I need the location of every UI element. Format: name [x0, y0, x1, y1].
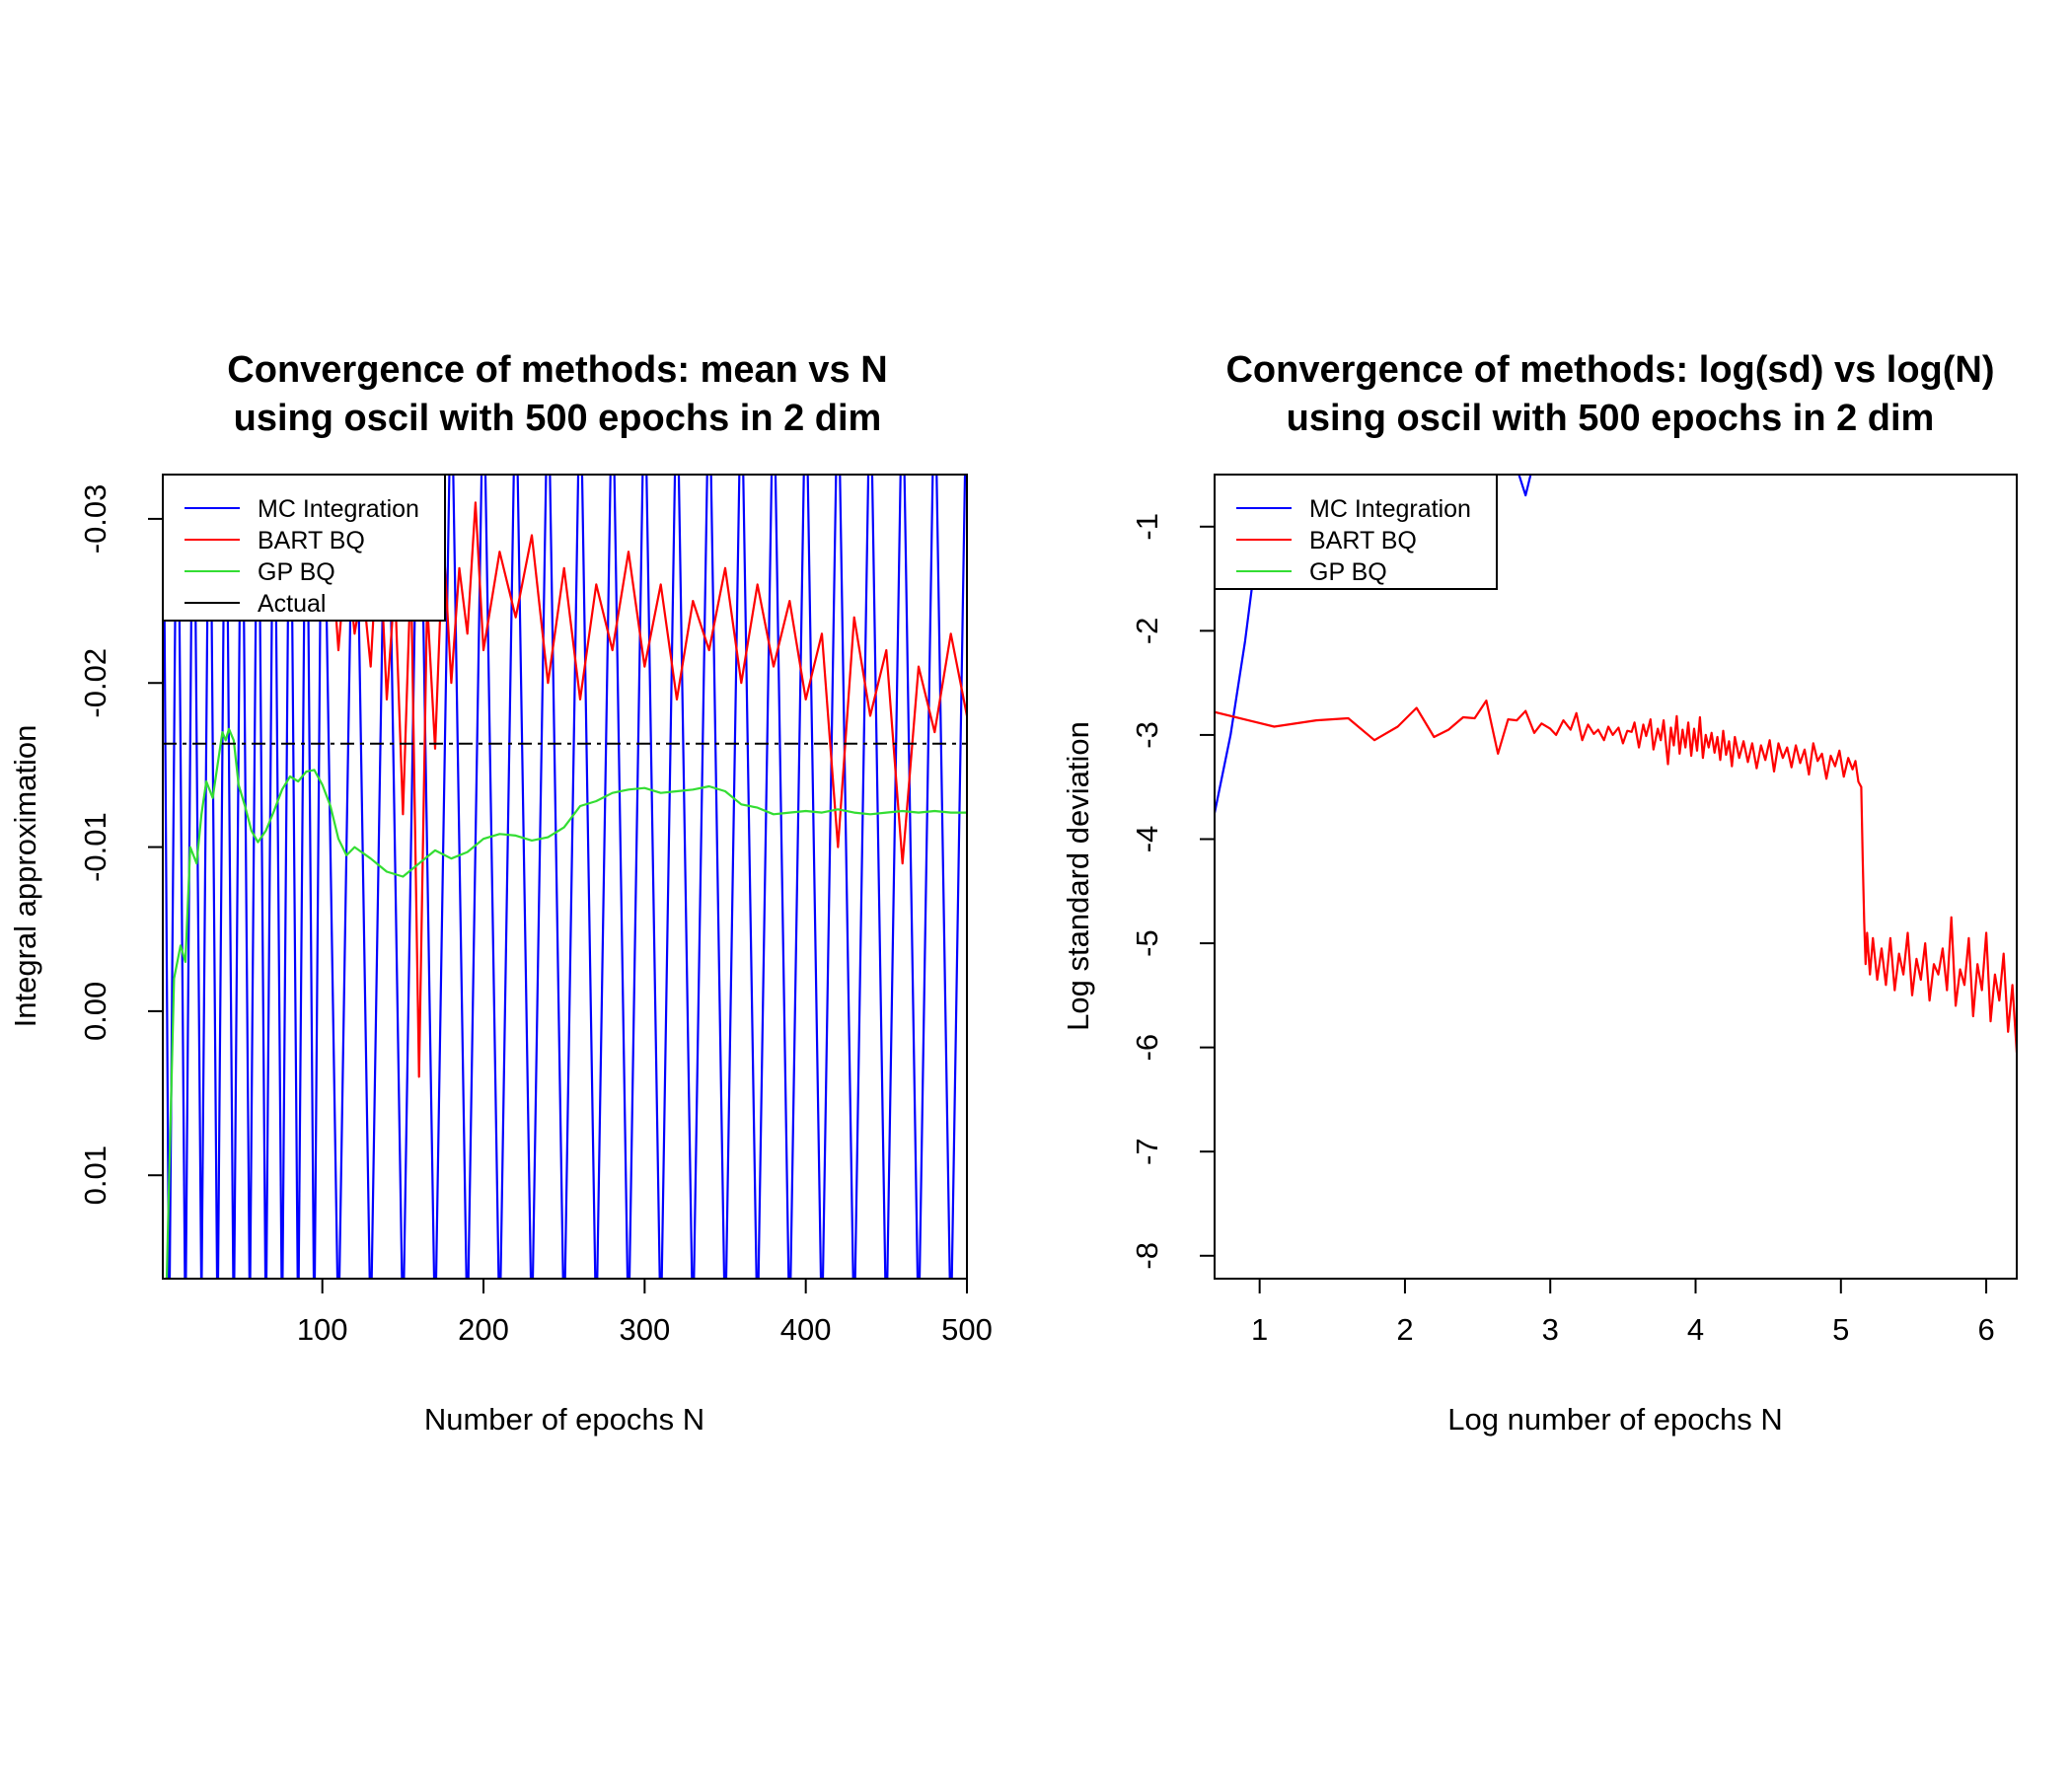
- panel1-x-tick-label: 200: [458, 1312, 509, 1347]
- panel1-y-tick-label: 0.00: [78, 982, 112, 1041]
- panel2-legend: MC Integration BART BQ GP BQ: [1214, 474, 1498, 590]
- panel2-y-tick-label: -1: [1130, 513, 1164, 541]
- panel2-x-tick-label: 2: [1396, 1312, 1413, 1347]
- panel2-title-line2: using oscil with 500 epochs in 2 dim: [1287, 398, 1935, 439]
- panel2-title-line1: Convergence of methods: log(sd) vs log(N…: [1225, 349, 1994, 391]
- panel1-x-tick-label: 300: [619, 1312, 670, 1347]
- panel2-x-tick-label: 4: [1687, 1312, 1704, 1347]
- panel1-legend-label-actual: Actual: [258, 590, 326, 618]
- panel2-legend-box: [1214, 474, 1498, 590]
- panel2-y-tick-label: -3: [1130, 721, 1164, 749]
- panel2-y-axis: -8 -7 -6 -5 -4 -3 -2 -1: [1130, 513, 1216, 1270]
- panel2-y-tick-label: -8: [1130, 1242, 1164, 1270]
- panel-mean-vs-n: Convergence of methods: mean vs N using …: [8, 349, 993, 1437]
- panel2-y-tick-label: -5: [1130, 929, 1164, 957]
- panel1-x-label: Number of epochs N: [424, 1402, 704, 1437]
- panel1-y-tick-label: -0.03: [78, 484, 112, 554]
- panel2-series-bart-bq: [1215, 699, 2017, 1053]
- panel1-x-tick-label: 100: [297, 1312, 348, 1347]
- panel2-y-label: Log standard deviation: [1061, 721, 1095, 1031]
- panel2-series: [1215, 475, 2017, 1053]
- panel1-legend: MC Integration BART BQ GP BQ Actual: [162, 474, 446, 622]
- panel1-x-tick-label: 400: [780, 1312, 832, 1347]
- panel2-x-tick-label: 3: [1542, 1312, 1559, 1347]
- panel2-legend-label-bart-bq: BART BQ: [1309, 527, 1417, 554]
- panel2-x-tick-label: 1: [1251, 1312, 1268, 1347]
- panel1-legend-label-mc-integration: MC Integration: [258, 495, 419, 523]
- panel1-legend-label-bart-bq: BART BQ: [258, 527, 365, 554]
- panel2-legend-label-mc-integration: MC Integration: [1309, 495, 1471, 523]
- panel1-x-axis: 100 200 300 400 500: [297, 1278, 993, 1347]
- panel1-legend-box: [162, 474, 446, 622]
- panel1-y-tick-label: -0.01: [78, 812, 112, 882]
- panel2-y-tick-label: -7: [1130, 1138, 1164, 1165]
- panel1-series: [163, 475, 967, 1279]
- panel1-y-tick-label: 0.01: [78, 1145, 112, 1205]
- panel1-series-bart-bq: [321, 501, 967, 1078]
- panel2-y-tick-label: -4: [1130, 826, 1164, 853]
- panel1-y-label: Integral approximation: [8, 725, 42, 1028]
- panel2-series-mc-integration: [1215, 475, 1532, 814]
- panel2-x-tick-label: 5: [1832, 1312, 1849, 1347]
- panel2-x-axis: 1 2 3 4 5 6: [1251, 1278, 1995, 1347]
- panel2-plot-frame: [1214, 474, 2018, 1280]
- panel1-y-tick-label: -0.02: [78, 648, 112, 718]
- panel1-x-tick-label: 500: [941, 1312, 993, 1347]
- panel-logsd-vs-logn: Convergence of methods: log(sd) vs log(N…: [1061, 349, 2018, 1437]
- panel1-title-line2: using oscil with 500 epochs in 2 dim: [234, 398, 882, 439]
- panel2-x-tick-label: 6: [1977, 1312, 1994, 1347]
- panel1-series-gp-bq: [165, 727, 967, 1279]
- panel1-legend-label-gp-bq: GP BQ: [258, 558, 335, 586]
- panel2-y-tick-label: -2: [1130, 618, 1164, 645]
- panel1-y-axis: 0.01 0.00 -0.01 -0.02 -0.03: [78, 484, 164, 1205]
- panel2-x-label: Log number of epochs N: [1447, 1402, 1783, 1437]
- panel1-title-line1: Convergence of methods: mean vs N: [227, 349, 887, 391]
- panel2-legend-label-gp-bq: GP BQ: [1309, 558, 1387, 586]
- panel2-y-tick-label: -6: [1130, 1034, 1164, 1062]
